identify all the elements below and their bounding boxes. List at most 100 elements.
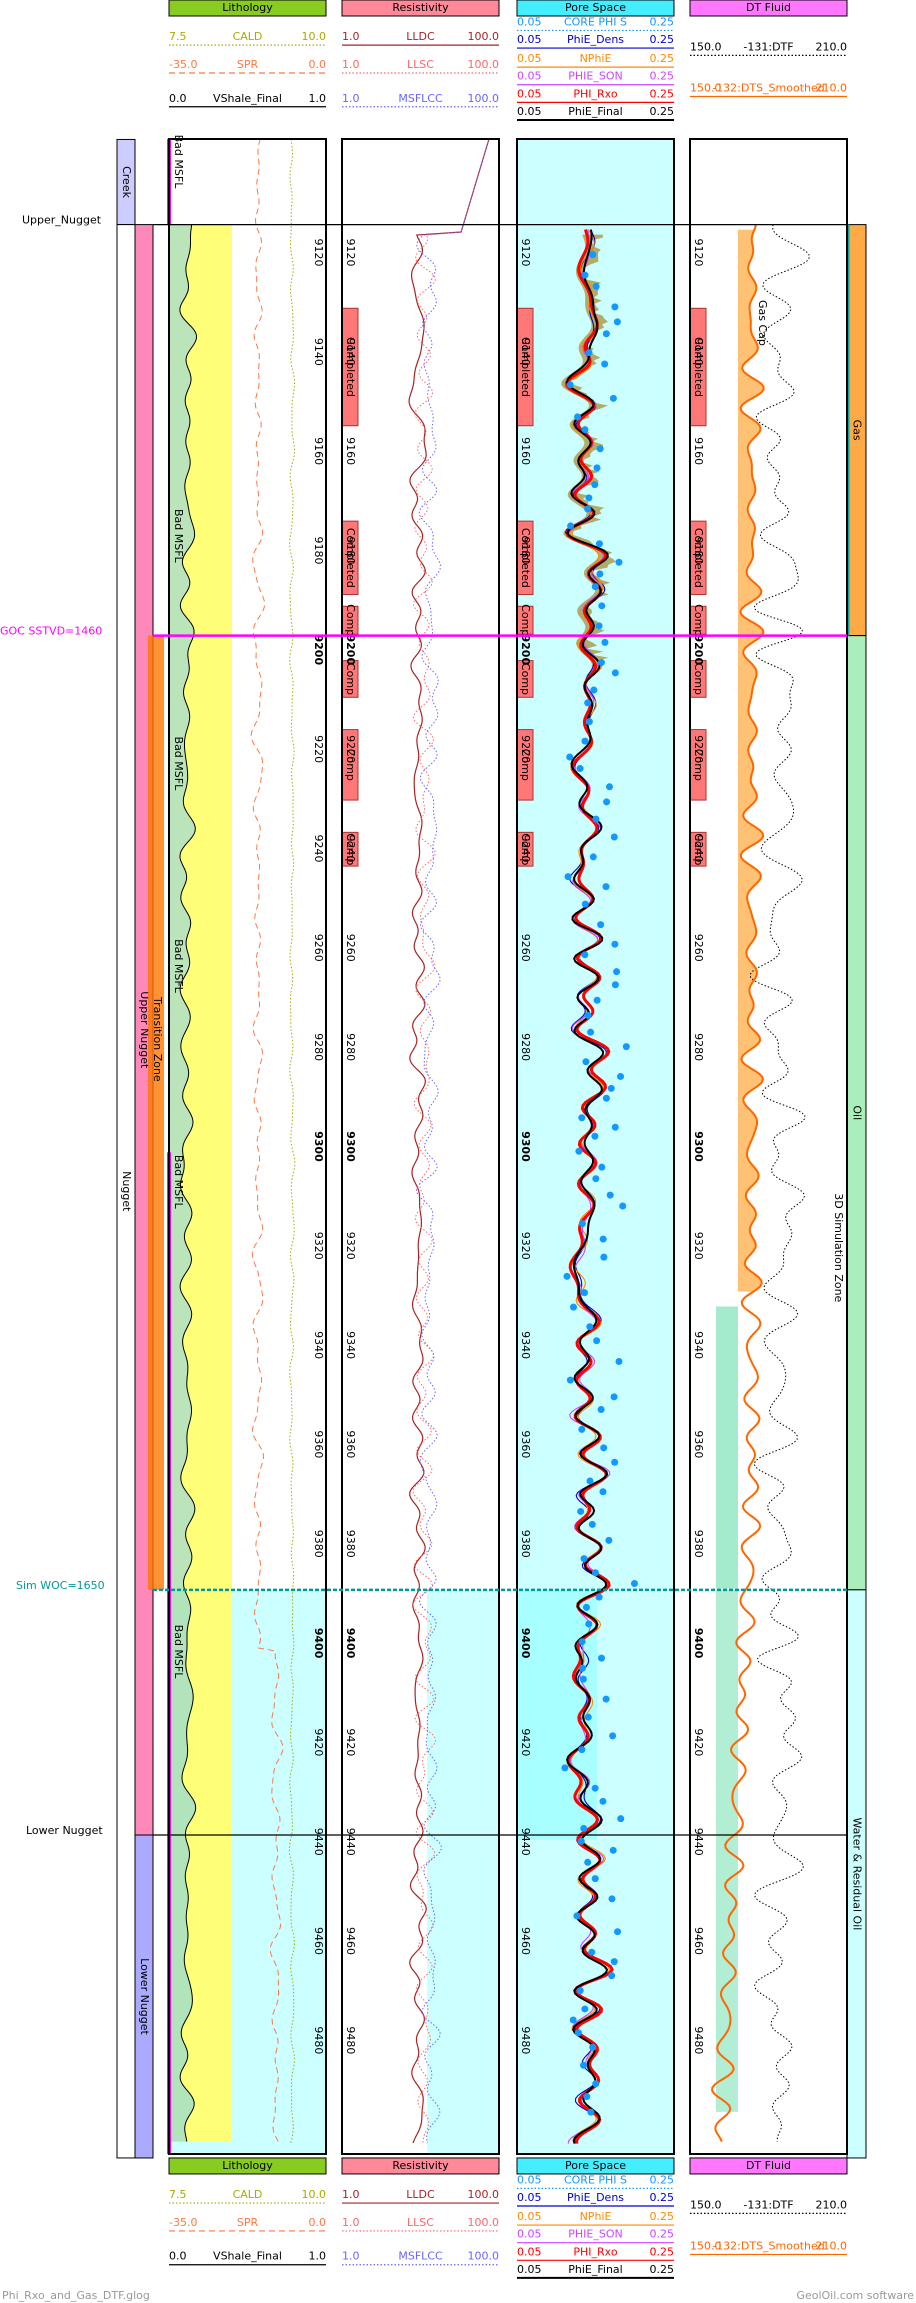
core-point <box>579 1675 587 1683</box>
core-point <box>581 271 589 279</box>
legend-min: 0.05 <box>517 2173 542 2186</box>
legend-name: PhiE_Final <box>568 105 622 118</box>
depth-label: 9440 <box>344 1828 357 1856</box>
core-point <box>575 1147 583 1155</box>
pore-curve <box>566 229 609 2144</box>
depth-label: 9260 <box>692 934 705 962</box>
depth-label: 9380 <box>692 1530 705 1558</box>
core-point <box>600 1444 608 1452</box>
core-point <box>589 2043 597 2051</box>
track-title: Lithology <box>222 1 273 14</box>
core-point <box>581 2005 589 2013</box>
core-point <box>595 1593 603 1601</box>
legend-min: 0.0 <box>169 2250 187 2263</box>
legend-min: 150.0 <box>690 81 722 94</box>
core-point <box>592 2080 600 2088</box>
core-point <box>566 1376 574 1384</box>
dtf-fill <box>716 1306 738 1589</box>
core-point <box>610 833 618 841</box>
depth-label: 9180 <box>692 536 705 564</box>
depth-label: 9420 <box>519 1728 532 1756</box>
zone-sub-label: Upper Nugget <box>138 991 151 1069</box>
cyan-zone <box>427 1589 499 2154</box>
legend-max: 0.25 <box>650 2245 675 2258</box>
core-point <box>585 718 593 726</box>
core-point <box>608 1972 616 1980</box>
depth-label: 9240 <box>312 834 325 862</box>
marker-label: Lower Nugget <box>26 1824 103 1837</box>
depth-label: 9300 <box>344 1131 357 1162</box>
depth-label: 9120 <box>519 238 532 266</box>
completion-label: Comp <box>692 833 705 865</box>
depth-label: 9340 <box>519 1331 532 1359</box>
core-point <box>591 1784 599 1792</box>
core-point <box>581 426 589 434</box>
spr-curve <box>250 138 284 2144</box>
completion-label: Comp <box>692 663 705 695</box>
res-curve <box>408 138 490 2144</box>
track-title: Pore Space <box>565 1 626 14</box>
depth-label: 9280 <box>519 1033 532 1061</box>
core-point <box>584 505 592 513</box>
legend-min: 7.5 <box>169 2188 187 2201</box>
depth-label: 9400 <box>344 1628 357 1659</box>
core-point <box>622 1043 630 1051</box>
depth-label: 9140 <box>344 338 357 366</box>
completion-label: Completed <box>519 528 532 588</box>
depth-label: 9180 <box>344 536 357 564</box>
depth-label: 9240 <box>692 834 705 862</box>
zone-right-label: Gas <box>851 420 864 441</box>
legend-min: 0.05 <box>517 2210 542 2223</box>
core-point <box>585 494 593 502</box>
track-frame <box>516 138 675 2155</box>
completion-label: Completed <box>344 528 357 588</box>
legend-name: VShale_Final <box>213 2250 282 2263</box>
depth-label: 9460 <box>692 1927 705 1955</box>
depth-label: 9440 <box>312 1828 325 1856</box>
core-point <box>589 853 597 861</box>
legend-max: 0.25 <box>650 2173 675 2186</box>
core-point <box>585 349 593 357</box>
res-curve <box>412 138 490 2143</box>
depth-label: 9440 <box>692 1828 705 1856</box>
core-point <box>599 1235 607 1243</box>
legend-name: CORE PHI S <box>564 15 627 28</box>
core-point <box>566 381 574 389</box>
depth-label: 9140 <box>692 338 705 366</box>
track-header <box>168 0 327 17</box>
legend-name: PHIE_SON <box>568 70 622 83</box>
legend-name: LLDC <box>406 30 435 43</box>
core-point <box>578 1638 586 1646</box>
legend-max: 1.0 <box>309 2250 327 2263</box>
track-frame <box>689 138 848 2155</box>
legend-max: 0.25 <box>650 2191 675 2204</box>
core-point <box>611 303 619 311</box>
core-point <box>582 1058 590 1066</box>
zone-right-label: Oil <box>851 1105 864 1120</box>
marker-label: Upper_Nugget <box>22 214 102 227</box>
core-point <box>609 1846 617 1854</box>
core-point <box>584 699 592 707</box>
core-point <box>611 940 619 948</box>
depth-label: 9260 <box>312 934 325 962</box>
legend-min: 1.0 <box>342 2216 360 2229</box>
core-point <box>592 282 600 290</box>
legend-max: 0.25 <box>650 2228 675 2241</box>
core-point <box>593 996 601 1004</box>
depth-label: 9420 <box>692 1728 705 1756</box>
core-point <box>586 1323 594 1331</box>
completion-label: Comp <box>519 833 532 865</box>
legend-name: NPhiE <box>580 2210 612 2223</box>
depth-label: 9240 <box>519 834 532 862</box>
core-point <box>590 686 598 694</box>
brand: GeolOil.com software <box>796 2289 914 2302</box>
core-point <box>580 1824 588 1832</box>
core-point <box>581 900 589 908</box>
completion-label: Completed <box>519 337 532 397</box>
legend-max: 1.0 <box>309 92 327 105</box>
core-point <box>630 1580 638 1588</box>
depth-label: 9360 <box>519 1430 532 1458</box>
legend-max: 0.0 <box>309 2216 327 2229</box>
core-point <box>601 360 609 368</box>
depth-label: 9420 <box>344 1728 357 1756</box>
